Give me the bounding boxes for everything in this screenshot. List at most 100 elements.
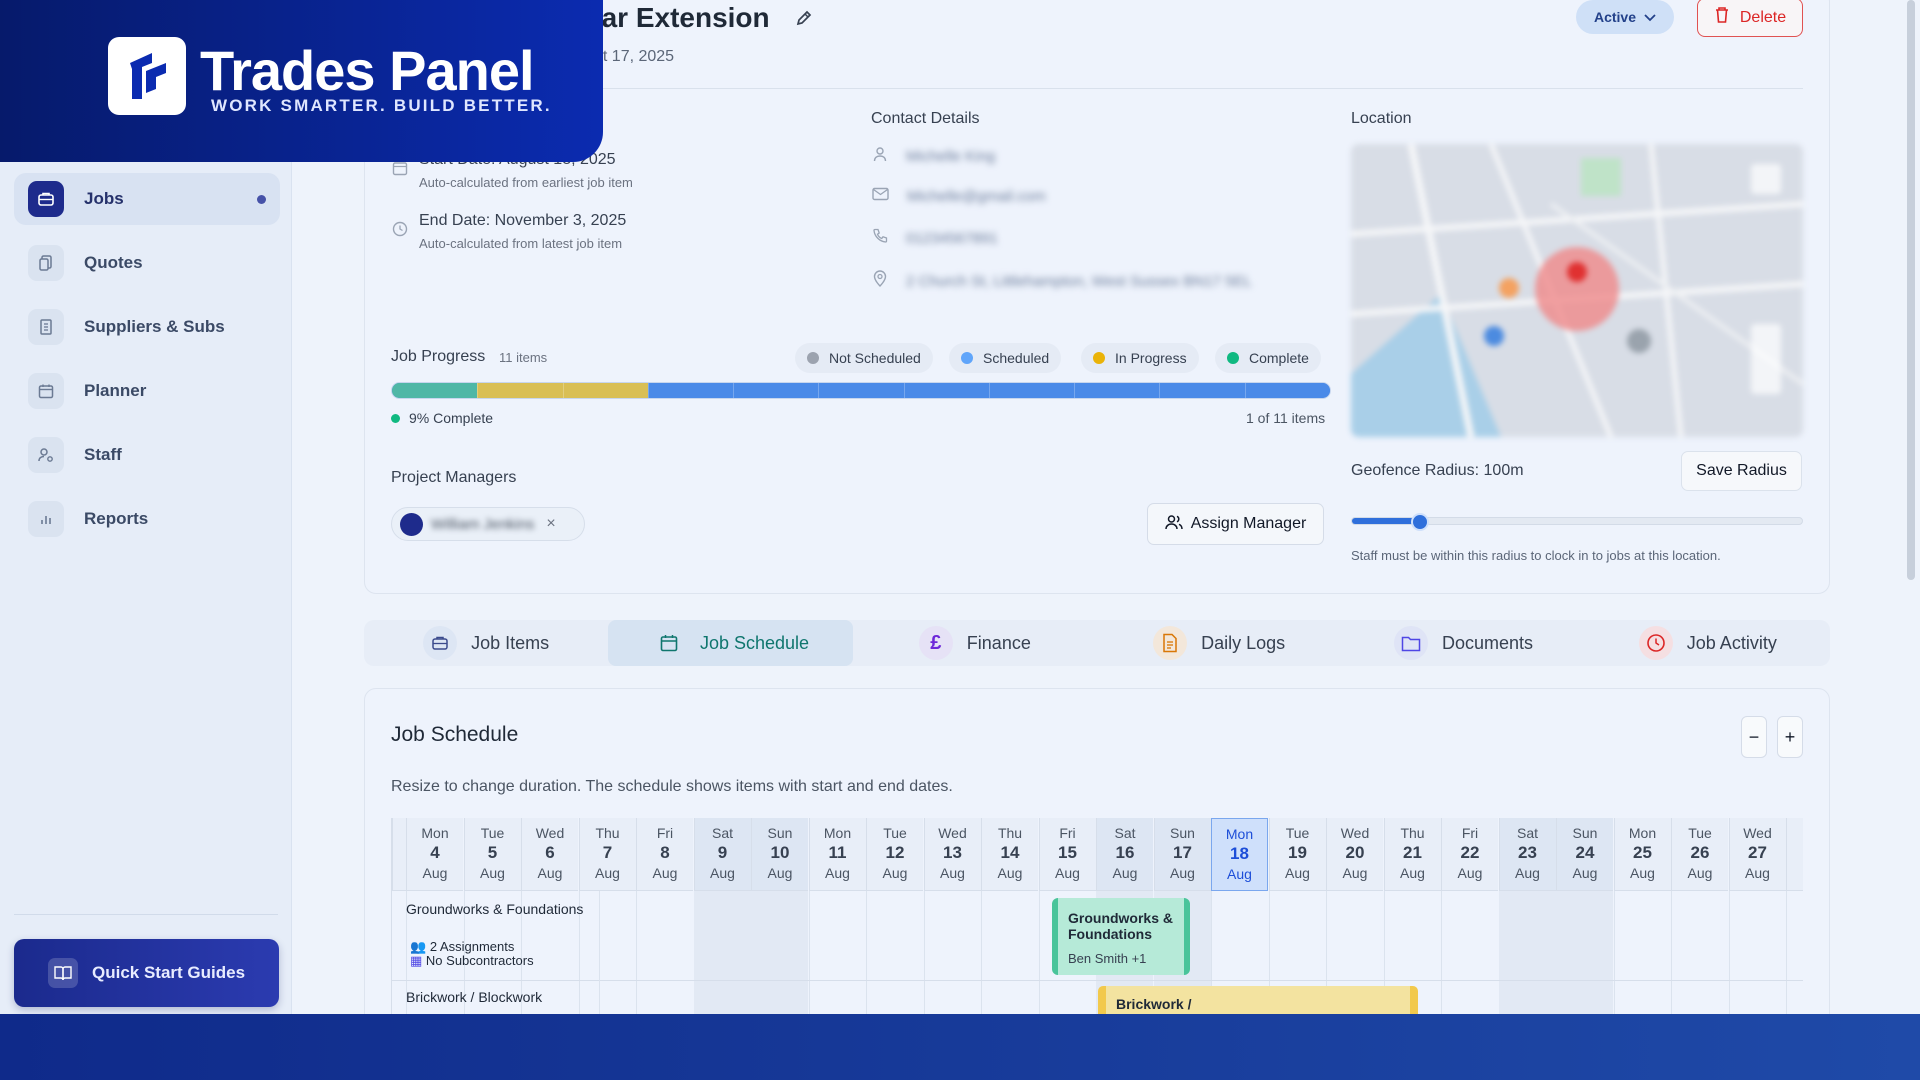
column-line [1038,891,1040,1018]
progress-segment-scheduled [647,383,734,398]
sidebar-item-label: Quotes [84,253,143,272]
clock-icon [1638,626,1673,660]
sidebar-item-quotes[interactable]: Quotes [14,237,280,289]
manager-chip: William Jenkins × [391,507,585,541]
legend-scheduled: Scheduled [949,343,1062,373]
month-name: Aug [767,865,793,881]
tab-label: Daily Logs [1201,632,1286,653]
sidebar-item-jobs[interactable]: Jobs [14,173,280,225]
progress-segment-complete [392,383,478,398]
column-line [981,891,982,1018]
day-header: Thu 7 Aug [578,818,636,891]
month-name: A [1787,843,1803,859]
mail-icon [872,187,889,206]
tab-daily-logs[interactable]: Daily Logs [1097,620,1341,666]
tab-label: Finance [966,632,1031,653]
day-name: Wed [1340,825,1370,841]
day-number: 8 [660,843,670,862]
sidebar-item-label: Staff [84,445,122,464]
day-name: Tue [1285,825,1310,841]
slider-handle[interactable] [1410,513,1429,531]
month-name: Aug [422,865,448,881]
geofence-slider[interactable] [1351,513,1803,531]
status-dropdown[interactable]: Active [1576,0,1674,34]
label-column-divider [599,891,600,1018]
page-title: ear Extension [586,2,770,33]
schedule-note: Resize to change duration. The schedule … [391,778,953,795]
day-header: Tue 26 Aug [1671,818,1728,891]
delete-button[interactable]: Delete [1697,0,1803,37]
contact-phone: 01234567891 [872,228,998,249]
tab-label: Job Schedule [699,632,810,653]
day-number: 18 [1230,844,1249,863]
tab-finance[interactable]: £ Finance [853,620,1097,666]
contact-name-value: Michelle King [906,148,996,165]
pencil-icon[interactable] [794,8,814,33]
day-number: 26 [1690,843,1710,862]
day-number: 11 [828,843,847,862]
day-number: 5 [487,843,498,862]
logo-mark [108,37,186,115]
job-progress-count: 11 items [499,350,548,365]
column-line [1326,891,1327,1018]
geofence-note: Staff must be within this radius to cloc… [1351,548,1721,563]
tab-job-items[interactable]: Job Items [364,620,608,666]
day-header: Tue 19 Aug [1268,818,1326,891]
progress-segment-scheduled [1244,383,1330,398]
gantt-bar-brickwork[interactable]: Brickwork / [1098,986,1418,1018]
sidebar-item-planner[interactable]: Planner [14,365,280,417]
tab-job-schedule[interactable]: Job Schedule [608,620,853,666]
job-progress-bar [391,382,1331,399]
book-icon [48,958,78,988]
start-date-note: Auto-calculated from earliest job item [419,175,633,190]
trash-icon [1714,6,1730,29]
day-name: Fri [1059,825,1076,841]
assignments-label: 2 Assignments [429,939,515,954]
tab-job-activity[interactable]: Job Activity [1586,620,1830,666]
legend-label: In Progress [1115,350,1187,366]
tab-documents[interactable]: Documents [1341,620,1585,666]
day-number: 24 [1575,843,1595,862]
sidebar: Jobs Quotes Suppliers & Subs Planner Sta… [0,0,292,1014]
close-icon[interactable]: × [546,515,556,532]
day-number: 23 [1518,843,1537,862]
assign-manager-button[interactable]: Assign Manager [1147,503,1324,545]
month-name: Aug [1572,865,1598,881]
day-header: Thu 14 Aug [981,818,1038,891]
day-number: 19 [1288,843,1307,862]
day-header: Wed 27 Aug [1728,818,1786,891]
month-name: Aug [1055,865,1080,881]
month-name: Aug [997,865,1023,881]
status-dot [807,352,819,364]
scrollbar[interactable] [1907,0,1915,580]
day-header: Thu 21 Aug [1383,818,1441,891]
assign-manager-label: Assign Manager [1190,515,1307,532]
zoom-out-button[interactable]: − [1741,716,1767,758]
day-header: Fri 15 Aug [1038,818,1096,891]
column-line [406,891,407,1018]
quick-start-guides-button[interactable]: Quick Start Guides [14,939,279,1007]
day-name: Mon [1628,825,1657,841]
brand-tagline: WORK SMARTER. BUILD BETTER. [211,96,552,115]
sidebar-item-staff[interactable]: Staff [14,429,280,481]
zoom-in-button[interactable]: + [1777,716,1803,758]
day-header: Sun 10 Aug [751,818,808,891]
contact-email: Michelle@gmail.com [872,187,1046,206]
month-name: Aug [1342,865,1368,881]
quick-start-label: Quick Start Guides [92,963,246,982]
progress-segment-scheduled [1159,383,1245,398]
building-icon [28,309,64,345]
sidebar-item-suppliers[interactable]: Suppliers & Subs [14,301,280,353]
day-name: Sat [1114,825,1136,841]
day-name: Tue [480,825,505,841]
day-number: 9 [717,843,728,862]
location-map[interactable] [1351,144,1803,437]
gantt-bar-groundworks[interactable]: Groundworks & Foundations Ben Smith +1 [1052,898,1190,975]
weekend-column [1556,891,1613,1018]
save-radius-button[interactable]: Save Radius [1681,451,1802,491]
briefcase-icon [28,181,64,217]
day-name: Sat [711,825,733,841]
legend-label: Complete [1249,350,1309,366]
sidebar-item-reports[interactable]: Reports [14,493,280,545]
column-line [923,891,925,1018]
